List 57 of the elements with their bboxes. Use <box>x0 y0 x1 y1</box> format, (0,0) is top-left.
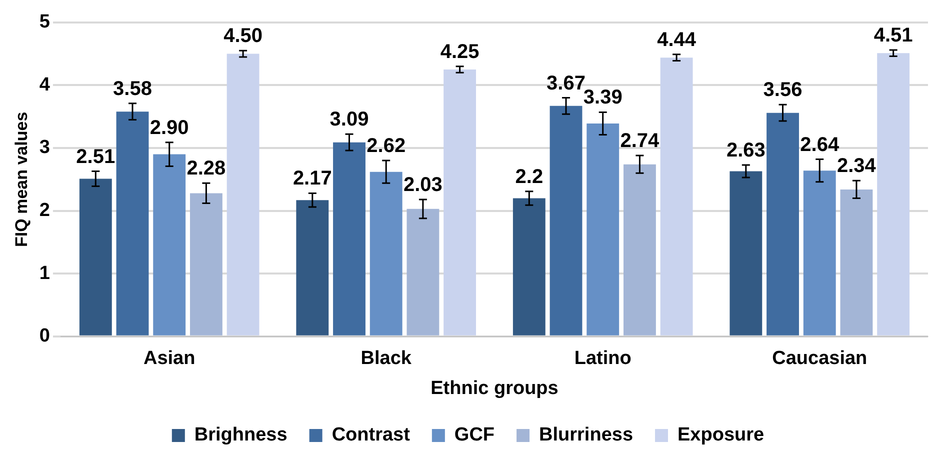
bar <box>730 171 762 336</box>
bar <box>512 198 546 336</box>
bar <box>660 58 693 336</box>
data-label: 2.03 <box>403 174 442 196</box>
bar <box>153 154 186 336</box>
data-label: 2.2 <box>515 166 544 188</box>
data-label: 2.63 <box>726 139 766 162</box>
x-tick-label: Caucasian <box>772 348 868 370</box>
bar <box>333 142 366 336</box>
bar <box>803 170 836 336</box>
data-label: 3.67 <box>546 72 586 94</box>
bar <box>296 200 329 336</box>
bar <box>79 178 112 336</box>
data-label: 4.44 <box>657 28 697 51</box>
bar <box>624 164 656 336</box>
data-label: 2.17 <box>292 168 332 190</box>
data-label: 2.51 <box>76 146 116 168</box>
y-tick-label: 1 <box>39 262 50 284</box>
bar <box>370 172 402 336</box>
bar <box>190 193 222 336</box>
bar <box>586 124 620 336</box>
bar <box>766 112 799 336</box>
data-label: 2.64 <box>800 134 840 156</box>
data-label: 4.50 <box>224 25 263 48</box>
data-label: 4.25 <box>440 40 480 63</box>
x-tick-label: Black <box>360 348 412 370</box>
data-label: 3.56 <box>763 79 802 102</box>
data-label: 2.74 <box>620 130 660 152</box>
y-axis-title: FIQ mean values <box>12 112 31 247</box>
bar <box>116 112 149 336</box>
bar <box>444 70 476 336</box>
x-tick-label: Latino <box>574 348 632 370</box>
data-label: 3.39 <box>583 86 622 109</box>
data-label: 2.90 <box>150 116 189 139</box>
legend-label: Brighness <box>194 424 288 446</box>
bar <box>406 208 440 336</box>
legend-label: Exposure <box>678 424 764 446</box>
legend-label: Contrast <box>332 424 411 446</box>
x-tick-label: Asian <box>143 348 196 370</box>
y-tick-label: 2 <box>39 200 50 222</box>
bar <box>550 106 582 336</box>
data-label: 2.28 <box>186 158 226 180</box>
y-tick-label: 0 <box>39 326 50 347</box>
y-tick-label: 4 <box>39 74 50 96</box>
x-axis-title: Ethnic groups <box>430 378 558 399</box>
data-label: 4.51 <box>874 24 913 47</box>
data-label: 2.34 <box>837 155 877 178</box>
legend-label: Blurriness <box>539 424 634 446</box>
legend-label: GCF <box>454 424 495 446</box>
y-tick-label: 3 <box>39 137 50 158</box>
bar <box>226 54 260 336</box>
data-label: 2.62 <box>366 135 406 158</box>
data-label: 3.09 <box>330 108 369 131</box>
bar <box>877 53 910 336</box>
data-label: 3.58 <box>113 78 152 100</box>
bar <box>840 189 873 336</box>
y-tick-label: 5 <box>39 12 50 33</box>
